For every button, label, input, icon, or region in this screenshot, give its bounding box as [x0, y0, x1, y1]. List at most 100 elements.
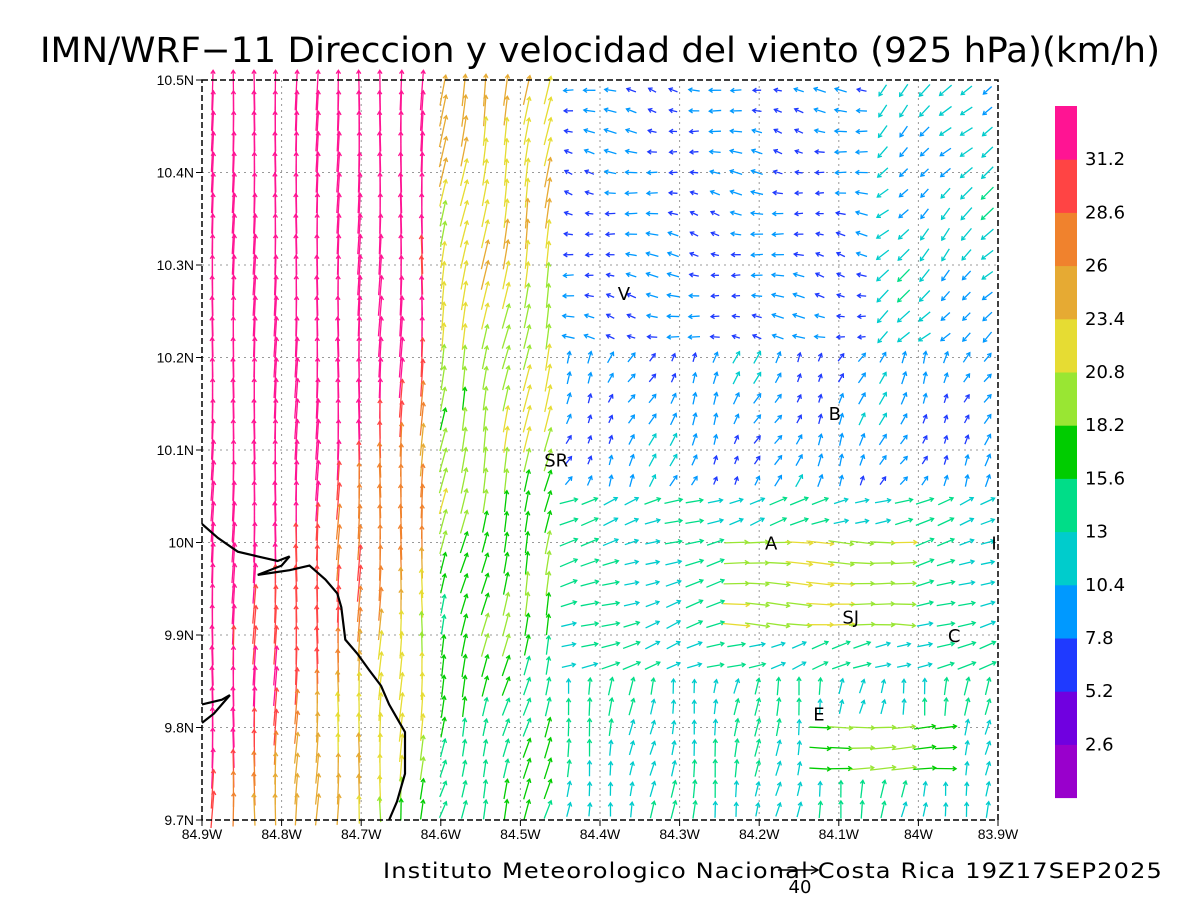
wind-vector	[294, 398, 301, 440]
wind-vector	[524, 177, 531, 208]
wind-vector	[833, 518, 850, 525]
wind-vector	[398, 275, 405, 316]
wind-vector	[796, 372, 802, 383]
wind-vector	[935, 744, 958, 751]
wind-vector	[461, 301, 469, 331]
wind-vector	[852, 661, 872, 669]
wind-vector	[376, 462, 383, 498]
wind-vector	[461, 738, 468, 757]
wind-vector-field	[209, 69, 997, 829]
wind-vector	[583, 148, 595, 155]
wind-vector	[544, 156, 553, 188]
wind-vector	[710, 293, 720, 299]
wind-vector	[733, 413, 740, 425]
wind-vector	[959, 538, 975, 546]
wind-vector	[603, 496, 619, 506]
wind-vector	[273, 604, 279, 644]
wind-vector	[482, 385, 489, 411]
wind-vector	[626, 334, 636, 340]
wind-vector	[628, 740, 636, 756]
wind-vector	[817, 698, 823, 715]
wind-vector	[961, 270, 972, 281]
wind-vector	[898, 209, 909, 219]
wind-vector	[732, 391, 740, 405]
colorbar-segment	[1055, 372, 1077, 426]
wind-vector	[794, 169, 803, 176]
wind-vector	[605, 272, 615, 278]
wind-vector	[561, 641, 577, 648]
x-tick-label: 84.5W	[500, 826, 541, 842]
wind-vector	[209, 644, 215, 686]
wind-vector	[817, 780, 823, 797]
colorbar-segment	[1055, 478, 1077, 533]
wind-vector	[231, 500, 238, 542]
wind-vector	[898, 188, 909, 198]
place-label: I	[991, 534, 996, 555]
wind-vector	[210, 151, 217, 193]
wind-vector	[920, 188, 929, 199]
wind-vector	[625, 107, 637, 114]
wind-vector	[770, 661, 787, 670]
wind-vector	[985, 780, 992, 797]
wind-vector	[878, 433, 887, 446]
wind-vector	[607, 351, 615, 364]
wind-vector	[524, 570, 531, 596]
wind-vector	[837, 352, 845, 362]
wind-vector	[587, 455, 593, 465]
wind-vector	[688, 149, 699, 155]
wind-vector	[692, 411, 698, 426]
x-tick-label: 84.2W	[739, 826, 780, 842]
wind-vector	[713, 475, 719, 485]
wind-vector	[959, 496, 975, 506]
wind-vector	[543, 799, 553, 819]
wind-vector	[669, 432, 678, 447]
wind-vector	[900, 801, 908, 818]
wind-vector	[545, 261, 552, 288]
wind-vector	[919, 126, 930, 137]
wind-vector	[543, 469, 553, 492]
wind-vector	[273, 356, 280, 399]
wind-vector	[315, 732, 321, 763]
wind-vector	[913, 744, 937, 751]
wind-vector	[957, 660, 977, 670]
wind-vector	[231, 562, 238, 604]
wind-vector	[833, 128, 847, 134]
wind-vector	[957, 640, 977, 649]
wind-vector	[480, 612, 490, 637]
wind-vector	[687, 334, 701, 340]
wind-vector	[604, 211, 616, 217]
wind-vector	[708, 149, 721, 155]
colorbar-label: 15.6	[1085, 468, 1125, 489]
wind-vector	[710, 251, 720, 258]
wind-vector	[942, 350, 950, 364]
wind-vector	[690, 475, 698, 486]
wind-vector	[524, 260, 531, 289]
wind-vector	[544, 716, 553, 738]
wind-vector	[210, 130, 217, 172]
wind-vector	[315, 69, 321, 111]
wind-vector	[356, 585, 364, 623]
place-label: A	[765, 534, 778, 555]
wind-vector	[936, 641, 956, 648]
wind-vector	[524, 550, 531, 575]
wind-vector	[273, 254, 279, 296]
wind-vector	[669, 474, 678, 487]
wind-vector	[981, 126, 993, 137]
wind-vector	[812, 86, 826, 93]
wind-vector	[644, 518, 662, 525]
wind-vector	[231, 459, 237, 501]
wind-vector	[750, 169, 763, 175]
wind-vector	[252, 274, 259, 316]
wind-vector	[984, 697, 992, 715]
wind-vector	[252, 254, 259, 296]
wind-vector	[645, 580, 661, 587]
wind-vector	[962, 351, 971, 363]
wind-vector	[315, 397, 321, 440]
wind-vector	[210, 480, 217, 522]
wind-vector	[461, 426, 468, 452]
wind-vector	[419, 89, 426, 131]
wind-vector	[440, 716, 447, 738]
wind-vector	[210, 747, 216, 789]
wind-vector	[648, 473, 657, 487]
